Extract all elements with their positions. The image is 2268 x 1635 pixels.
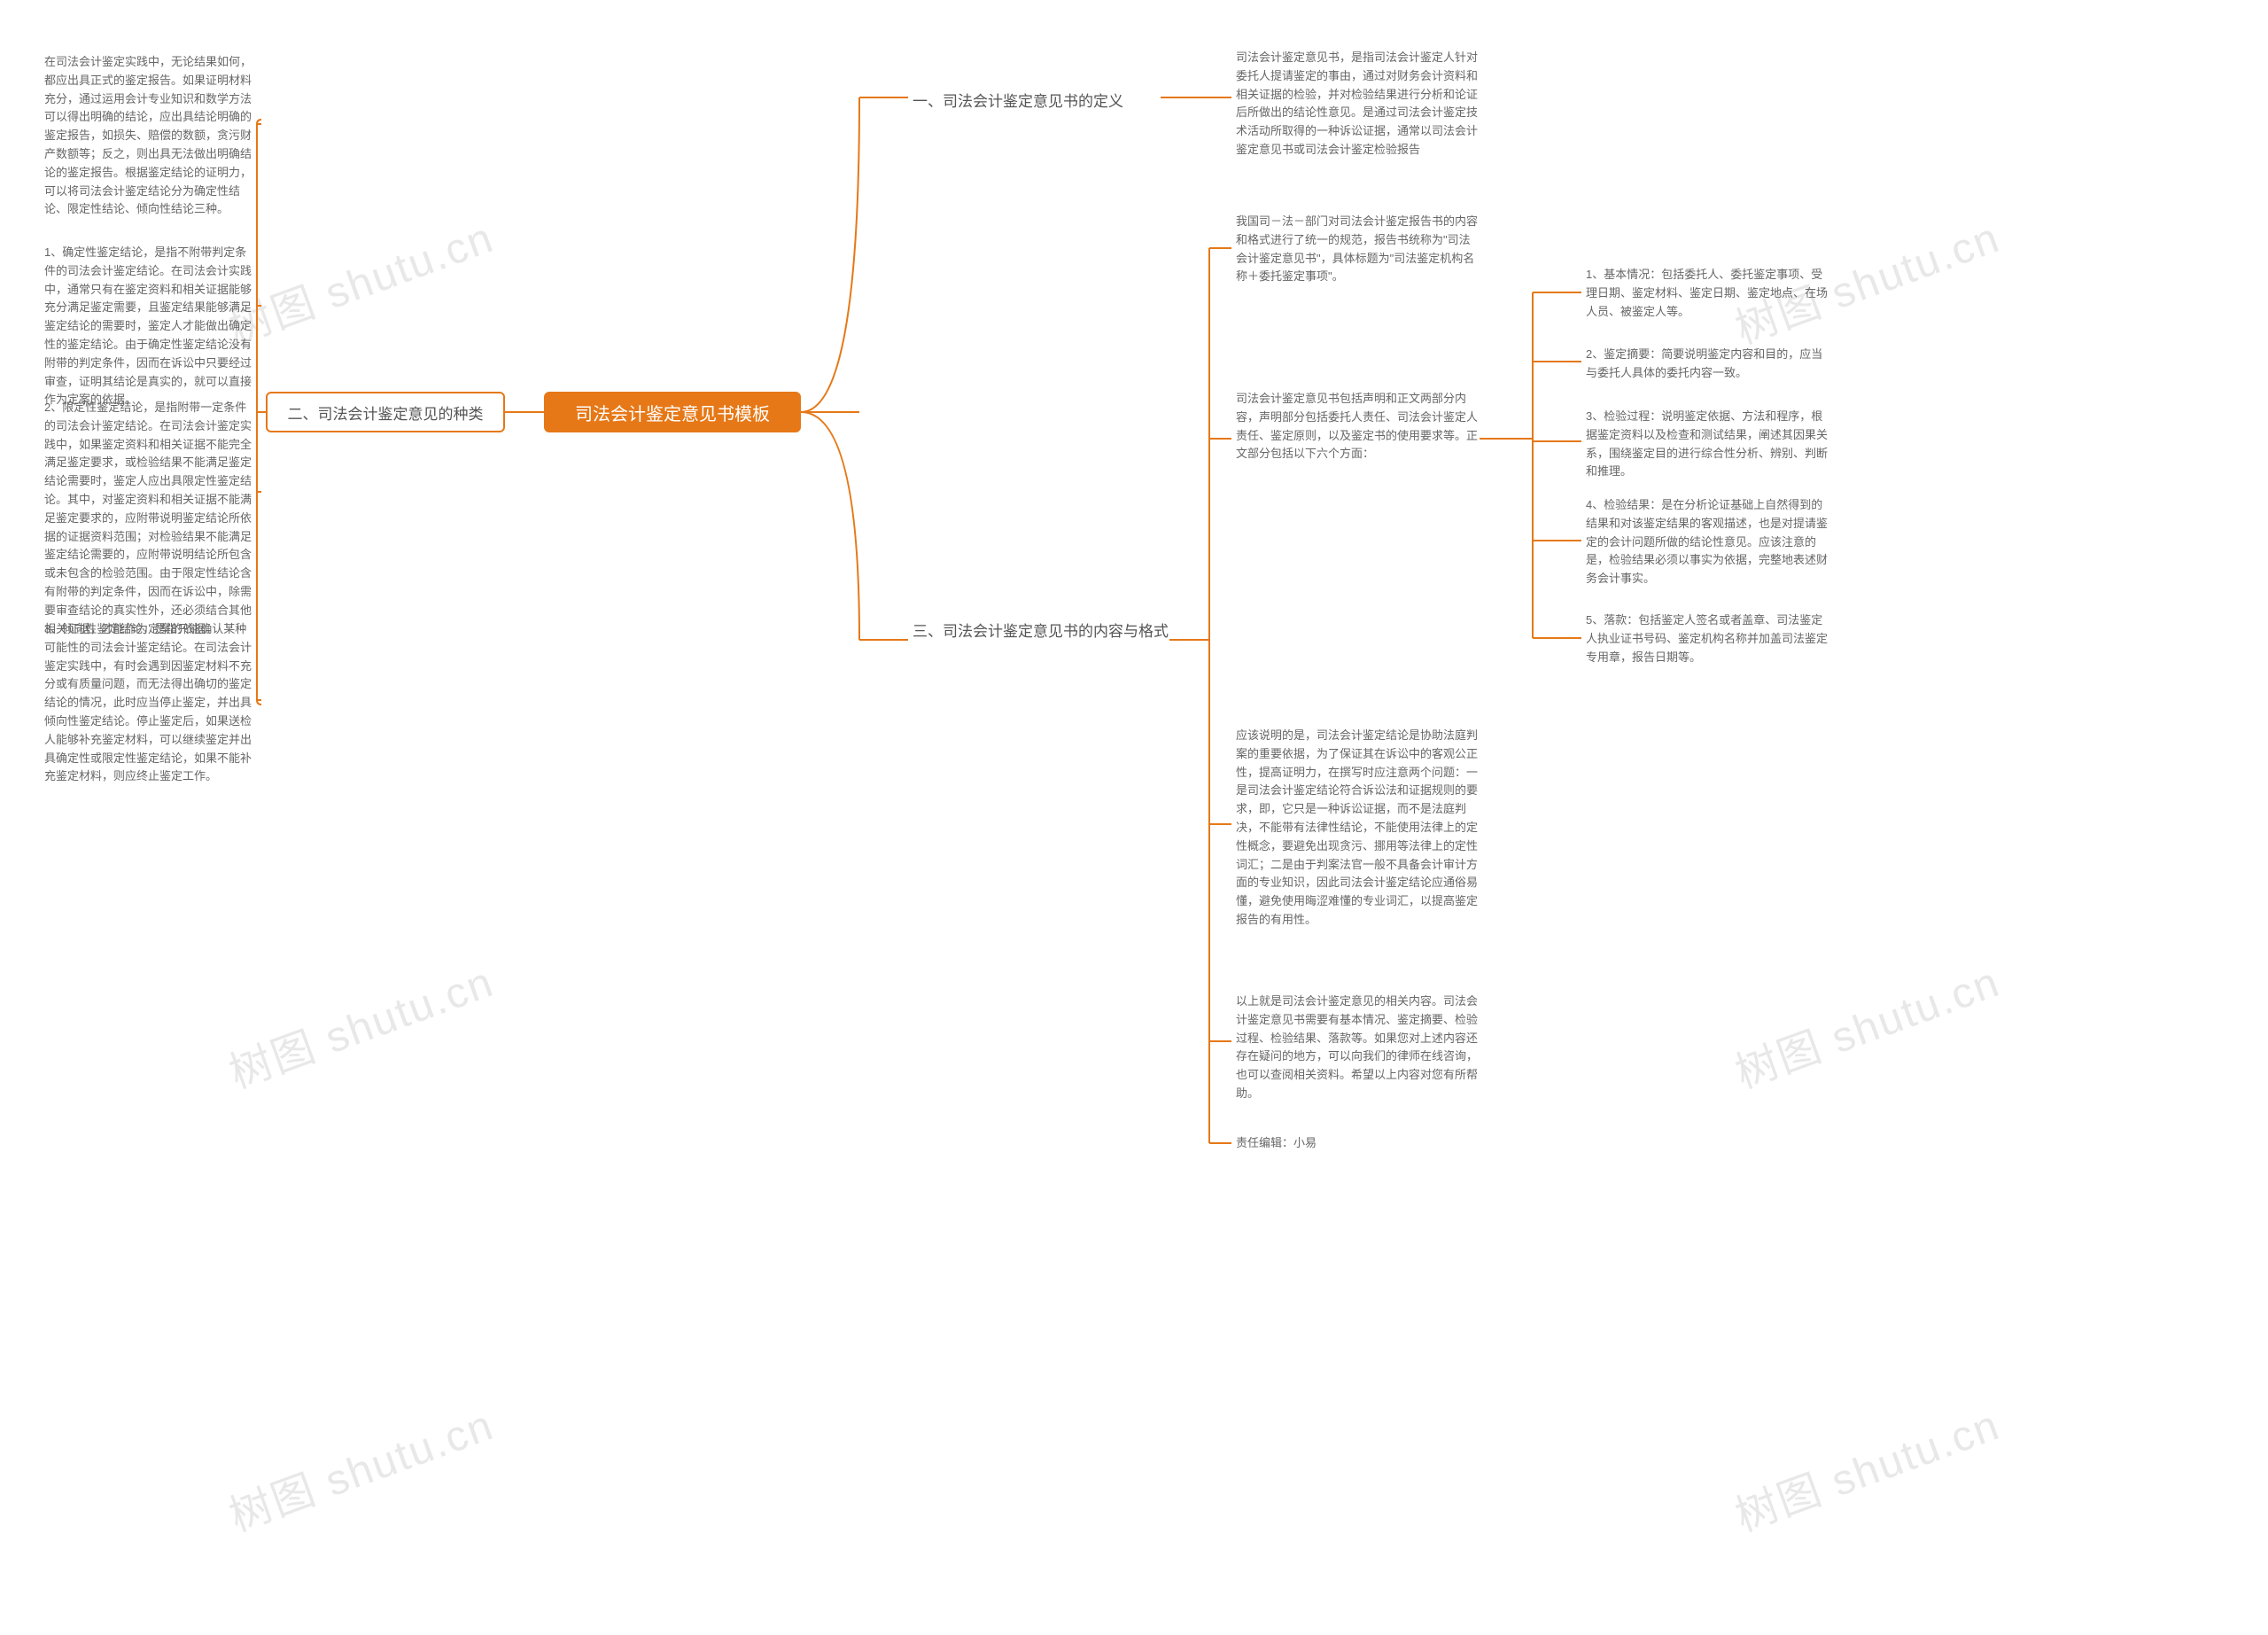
leaf-node: 在司法会计鉴定实践中，无论结果如何，都应出具正式的鉴定报告。如果证明材料充分，通…	[44, 53, 257, 219]
leaf-node: 以上就是司法会计鉴定意见的相关内容。司法会计鉴定意见书需要有基本情况、鉴定摘要、…	[1236, 993, 1480, 1103]
leaf-node: 5、落款：包括鉴定人签名或者盖章、司法鉴定人执业证书号码、鉴定机构名称并加盖司法…	[1586, 611, 1829, 666]
branch-node-left: 二、司法会计鉴定意见的种类	[266, 392, 505, 432]
leaf-node: 我国司－法－部门对司法会计鉴定报告书的内容和格式进行了统一的规范，报告书统称为"…	[1236, 213, 1480, 286]
leaf-node: 3、检验过程：说明鉴定依据、方法和程序，根据鉴定资料以及检查和测试结果，阐述其因…	[1586, 408, 1829, 481]
branch-node-right-2: 三、司法会计鉴定意见书的内容与格式	[913, 620, 1169, 665]
leaf-node: 4、检验结果：是在分析论证基础上自然得到的结果和对该鉴定结果的客观描述，也是对提…	[1586, 496, 1829, 588]
branch-node-right-1: 一、司法会计鉴定意见书的定义	[913, 89, 1161, 111]
leaf-node: 应该说明的是，司法会计鉴定结论是协助法庭判案的重要依据，为了保证其在诉讼中的客观…	[1236, 727, 1480, 930]
leaf-node: 1、基本情况：包括委托人、委托鉴定事项、受理日期、鉴定材料、鉴定日期、鉴定地点、…	[1586, 266, 1829, 321]
leaf-node: 司法会计鉴定意见书，是指司法会计鉴定人针对委托人提请鉴定的事由，通过对财务会计资…	[1236, 49, 1480, 160]
mindmap-container: 司法会计鉴定意见书模板 二、司法会计鉴定意见的种类 一、司法会计鉴定意见书的定义…	[0, 0, 2268, 1635]
leaf-node: 司法会计鉴定意见书包括声明和正文两部分内容，声明部分包括委托人责任、司法会计鉴定…	[1236, 390, 1480, 463]
leaf-node: 2、鉴定摘要：简要说明鉴定内容和目的，应当与委托人具体的委托内容一致。	[1586, 346, 1829, 383]
leaf-node: 2、限定性鉴定结论，是指附带一定条件的司法会计鉴定结论。在司法会计鉴定实践中，如…	[44, 399, 257, 638]
leaf-node: 责任编辑：小易	[1236, 1134, 1480, 1153]
leaf-node: 3、倾向性鉴定结论，是指只能确认某种可能性的司法会计鉴定结论。在司法会计鉴定实践…	[44, 620, 257, 786]
leaf-node: 1、确定性鉴定结论，是指不附带判定条件的司法会计鉴定结论。在司法会计实践中，通常…	[44, 244, 257, 409]
center-node: 司法会计鉴定意见书模板	[544, 392, 801, 432]
